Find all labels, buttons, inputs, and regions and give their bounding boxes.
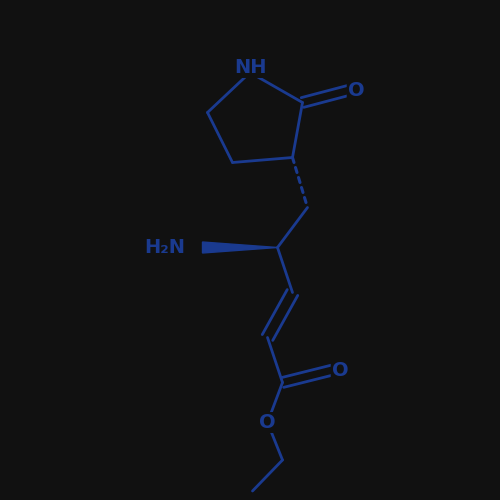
- Text: NH: NH: [234, 58, 266, 77]
- Text: O: O: [259, 413, 276, 432]
- Text: H₂N: H₂N: [144, 238, 185, 257]
- Text: O: O: [348, 80, 364, 100]
- Text: O: O: [332, 360, 348, 380]
- Polygon shape: [202, 242, 278, 253]
